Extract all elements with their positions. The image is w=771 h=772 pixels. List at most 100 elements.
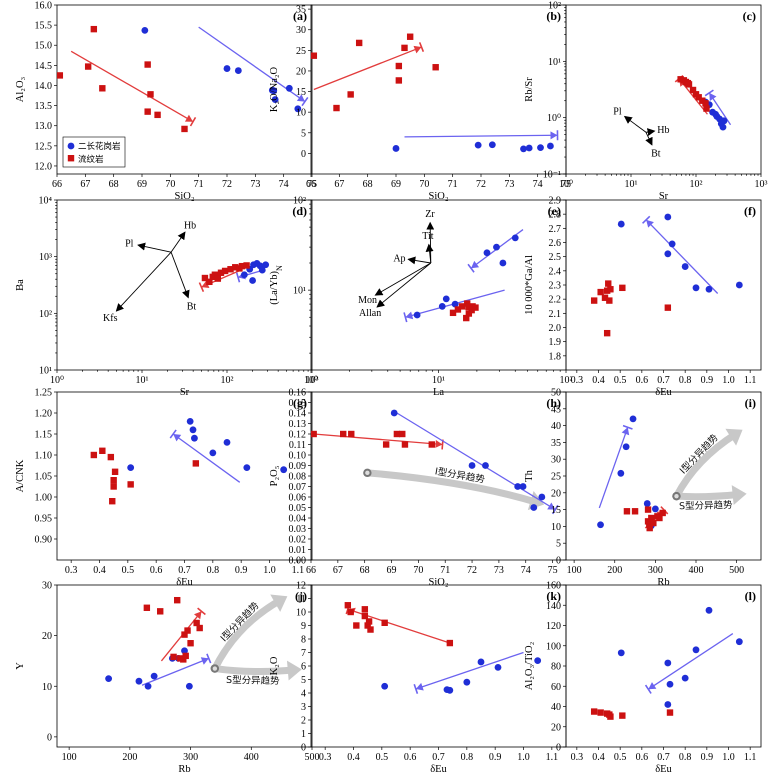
gray-trend-arrow-i_type	[211, 596, 284, 673]
trend-end-bar	[301, 97, 309, 107]
data-point-rhyolite	[603, 287, 611, 294]
trend-arrowhead	[173, 434, 182, 442]
x-tick-label: 74	[533, 179, 543, 190]
x-tick-label: 10³	[306, 375, 319, 386]
y-tick-label: 0.00	[289, 556, 307, 567]
data-point-monzogranite	[617, 649, 625, 657]
y-tick-label: 9	[301, 621, 306, 632]
data-point-rhyolite	[401, 441, 409, 448]
vector-label-bt: Bt	[187, 301, 197, 312]
y-tick-label: 1.10	[35, 451, 53, 462]
x-tick-label: 68	[109, 179, 119, 190]
x-tick-label: 74	[521, 565, 531, 576]
y-tick-label: 0	[556, 556, 561, 567]
x-tick-label: 0.3	[571, 752, 584, 763]
panel-f: 0.3 0.4 0.5 0.6 0.7 0.8 0.9 1.0 1.1 1.8 1.9 2.0 2.1 2…	[524, 196, 762, 398]
data-point-monzogranite	[617, 220, 625, 228]
trend-line	[313, 46, 422, 91]
data-point-rhyolite	[605, 280, 612, 287]
y-tick-label: 2.3	[549, 281, 562, 292]
data-point-monzogranite	[249, 277, 256, 284]
x-tick-label: 67	[333, 565, 343, 576]
data-point-monzogranite	[271, 96, 279, 103]
legend-label-rhyolite: 流纹岩	[78, 154, 104, 165]
x-axis-label: SiO₂	[428, 191, 448, 202]
x-tick-label: 75	[561, 179, 571, 190]
x-tick-label: 400	[244, 752, 259, 763]
panels-layer: 66 67 68 69 70 71 72 73 74 7512.012.513.013.514.0…	[15, 1, 768, 772]
data-point-rhyolite	[311, 430, 317, 438]
data-point-monzogranite	[692, 284, 700, 292]
data-point-monzogranite	[280, 466, 288, 474]
x-tick-label: 71	[440, 565, 450, 576]
plot-area	[90, 418, 288, 505]
data-point-rhyolite	[646, 524, 653, 532]
y-tick-label: 140	[546, 601, 561, 612]
plot-area	[344, 602, 542, 694]
y-tick-label: 2.8	[549, 210, 562, 221]
y-tick-label: 2.0	[549, 323, 562, 334]
data-point-monzogranite	[511, 234, 519, 242]
panel-g: 0.3 0.4 0.5 0.6 0.7 0.8 0.9 1.0 1.1 0.90 0.95 1.00 1…	[15, 388, 313, 588]
data-point-monzogranite	[127, 464, 135, 471]
x-tick-label: 72	[222, 179, 232, 190]
data-point-monzogranite	[494, 663, 502, 671]
data-point-monzogranite	[285, 84, 293, 92]
data-point-rhyolite	[180, 656, 187, 663]
data-point-rhyolite	[465, 310, 473, 317]
x-axis-label: δEu	[176, 577, 193, 588]
plot-area: Zr Tit Ap Mon Allan	[358, 209, 524, 323]
data-point-monzogranite	[499, 259, 507, 267]
data-point-rhyolite	[181, 631, 188, 638]
panel-tag: (l)	[745, 589, 756, 603]
panel-tag: (g)	[293, 396, 307, 410]
y-tick-label: 50	[551, 388, 561, 399]
vector-label-hb: Hb	[657, 125, 669, 136]
trend-arrowhead	[405, 311, 414, 320]
y-tick-label: 0.95	[35, 514, 53, 525]
panel-a: 66 67 68 69 70 71 72 73 74 75 12.0 12.5 13.0 13.5 14.0…	[15, 1, 317, 203]
data-point-monzogranite	[720, 117, 728, 125]
x-tick-label: 1.0	[722, 375, 735, 386]
vector-arrow-hb	[645, 128, 656, 137]
data-point-rhyolite	[154, 111, 161, 119]
x-tick-label: 0.4	[347, 752, 360, 763]
y-tick-label: 0.90	[35, 535, 53, 546]
vector-arrow-zr	[426, 221, 435, 264]
y-tick-label: 0.10	[289, 451, 307, 462]
panel-e: 10⁰ 10¹ 10² 10¹ 10² La (La/Yb)N (e) Zr Tit Ap Mon Al…	[269, 196, 573, 399]
data-point-rhyolite	[619, 284, 626, 292]
y-tick-label: 10	[551, 522, 561, 533]
trend-end-bar	[235, 272, 241, 283]
vector-label-pl: Pl	[125, 239, 134, 250]
data-point-rhyolite	[192, 460, 200, 467]
panel-tag: (h)	[546, 396, 561, 410]
data-point-rhyolite	[107, 453, 115, 461]
trend-label-s_type: S型分异趋势	[226, 674, 280, 687]
data-point-monzogranite	[294, 105, 302, 113]
trend-arrowhead	[184, 114, 193, 122]
x-tick-label: 70	[165, 179, 175, 190]
y-tick-label: 0.05	[289, 503, 307, 514]
vector-label-bt: Bt	[651, 148, 661, 159]
data-point-monzogranite	[519, 483, 527, 490]
x-tick-label: 1.1	[292, 565, 305, 576]
y-tick-label: 1.25	[35, 388, 53, 399]
trend-arrowhead	[296, 94, 305, 102]
data-point-monzogranite	[105, 675, 113, 683]
data-point-rhyolite	[340, 430, 347, 438]
y-tick-label: 2.9	[549, 196, 562, 207]
data-point-monzogranite	[735, 281, 743, 289]
data-point-rhyolite	[382, 441, 390, 448]
x-tick-label: 71	[448, 179, 458, 190]
y-tick-label: 0.07	[289, 482, 307, 493]
data-point-rhyolite	[184, 627, 191, 634]
data-point-rhyolite	[84, 63, 92, 70]
x-tick-label: 70	[419, 179, 429, 190]
data-point-rhyolite	[367, 626, 374, 633]
x-tick-label: 400	[689, 565, 704, 576]
trend-arrowhead	[415, 682, 424, 691]
y-tick-label: 25	[296, 46, 306, 57]
data-point-rhyolite	[432, 64, 439, 71]
data-point-rhyolite	[99, 447, 106, 454]
